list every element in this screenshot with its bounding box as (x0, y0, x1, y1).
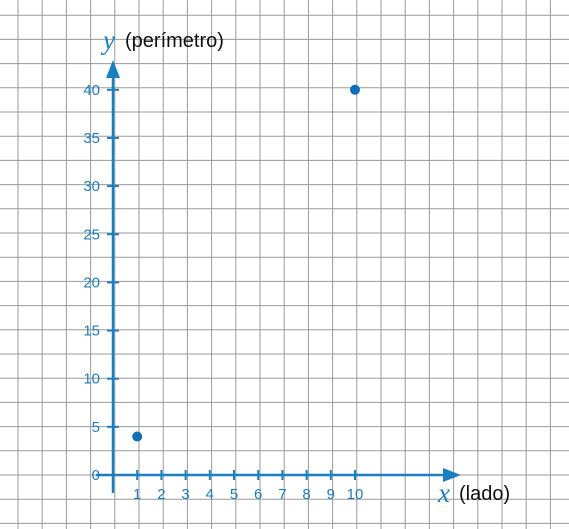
data-point (350, 84, 360, 95)
data-points (132, 84, 360, 442)
y-tick-label: 25 (83, 226, 100, 243)
x-tick-label: 5 (230, 486, 238, 503)
y-axis-title: (perímetro) (125, 30, 224, 52)
x-tick-label: 2 (157, 486, 165, 503)
y-tick-label: 40 (83, 82, 100, 99)
x-tick-label: 8 (302, 486, 310, 503)
y-tick-label: 35 (83, 130, 100, 147)
x-axis-variable: x (437, 478, 450, 508)
x-axis-title: (lado) (459, 483, 510, 505)
x-axis-arrow (443, 468, 461, 482)
x-tick-label: 4 (206, 486, 214, 503)
x-tick-label: 10 (347, 486, 364, 503)
y-axis-variable: y (100, 25, 115, 55)
x-tick-label: 3 (181, 486, 189, 503)
data-point (132, 431, 143, 442)
y-tick-label: 5 (92, 419, 100, 436)
x-tick-label: 7 (278, 486, 286, 503)
x-tick-label: 9 (327, 486, 335, 503)
y-tick-label: 30 (83, 178, 100, 195)
y-tick-label: 15 (83, 323, 100, 340)
y-tick-label: 10 (83, 371, 100, 388)
x-tick-label: 6 (254, 486, 262, 503)
y-axis-arrow (106, 60, 120, 78)
axes (96, 60, 461, 493)
y-tick-label: 20 (83, 274, 100, 291)
x-tick-label: 1 (133, 486, 141, 503)
y-tick-label: 0 (92, 467, 100, 484)
axis-titles: y (perímetro) x (lado) (100, 25, 510, 508)
